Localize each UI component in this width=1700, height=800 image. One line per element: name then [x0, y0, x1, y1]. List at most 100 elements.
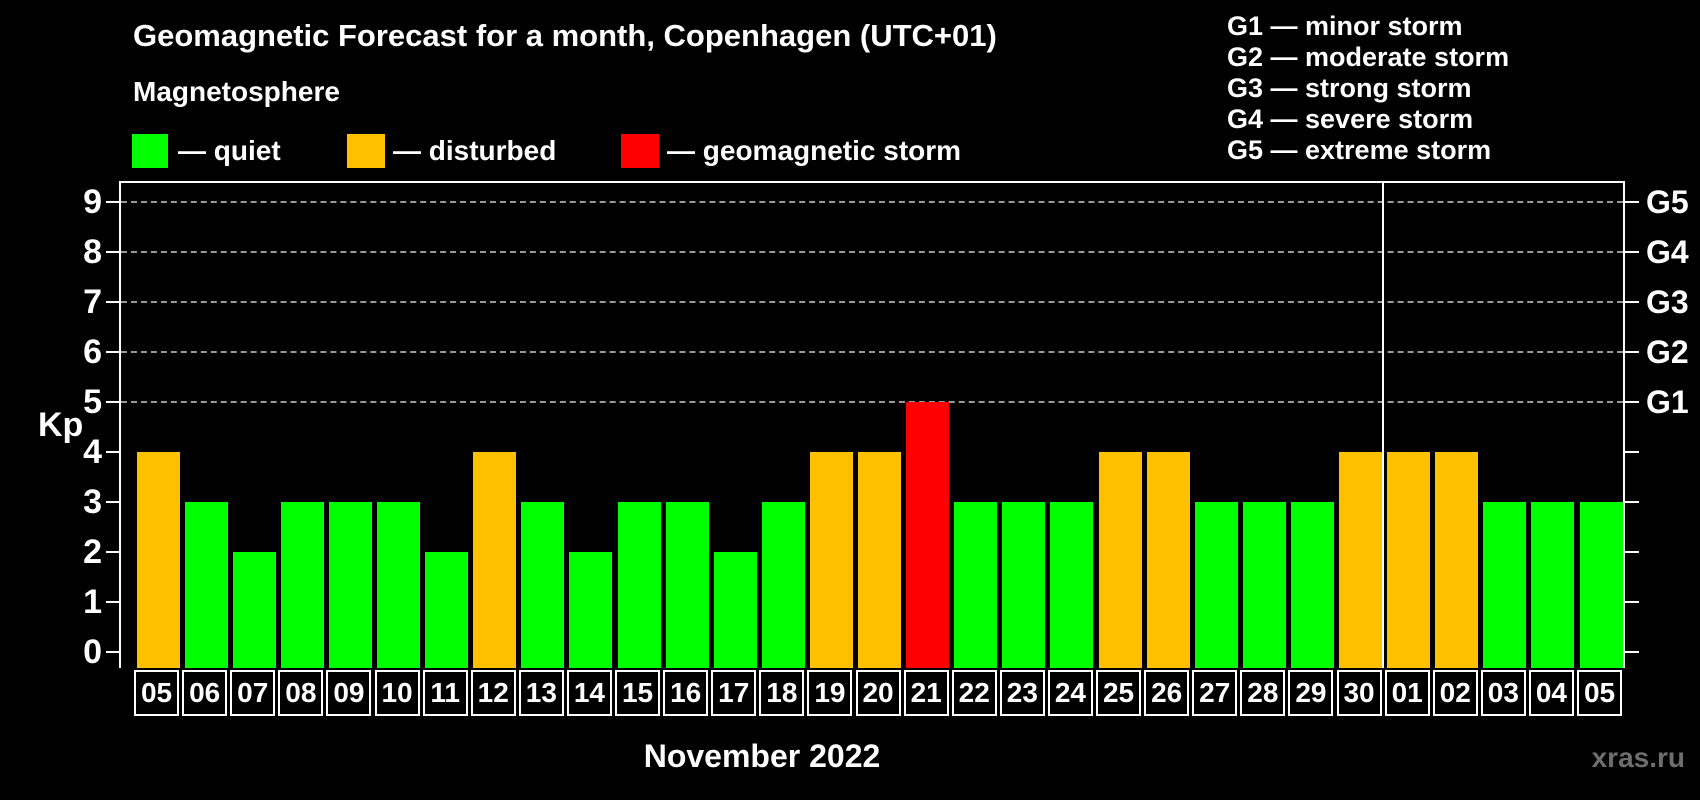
y-tick-right — [1625, 451, 1639, 453]
y-tick-label: 1 — [83, 583, 102, 621]
right-axis-label-g5: G5 — [1646, 184, 1689, 220]
kp-bar-day-21 — [906, 402, 950, 668]
kp-bar-day-04 — [1531, 502, 1575, 668]
x-date-box: 06 — [182, 670, 228, 716]
kp-bar-day-26 — [1146, 452, 1190, 668]
kp-bar-day-22 — [954, 502, 998, 668]
y-tick-left — [106, 301, 120, 303]
y-tick-right — [1625, 351, 1639, 353]
y-tick-left — [106, 201, 120, 203]
legend-swatch-quiet — [132, 134, 168, 168]
y-tick-right — [1625, 251, 1639, 253]
g-legend-line: G2 — moderate storm — [1227, 42, 1510, 72]
y-tick-label: 2 — [83, 533, 102, 571]
x-date-box: 11 — [422, 670, 468, 716]
x-date-box: 03 — [1480, 670, 1526, 716]
x-date-box: 04 — [1528, 670, 1574, 716]
kp-bar-day-28 — [1242, 502, 1286, 668]
x-date-box: 08 — [278, 670, 324, 716]
g-legend-line: G1 — minor storm — [1227, 11, 1463, 41]
y-tick-left — [106, 501, 120, 503]
y-tick-label: 6 — [83, 333, 102, 371]
gridline-kp-9 — [121, 201, 1623, 203]
g-scale-legend: G1 — minor storm G2 — moderate storm G3 — … — [1227, 11, 1509, 166]
legend-label-quiet: — quiet — [178, 135, 281, 166]
kp-bar-day-17 — [713, 552, 757, 668]
kp-bar-day-05 — [136, 452, 180, 668]
y-tick-left — [106, 651, 120, 653]
y-tick-right — [1625, 601, 1639, 603]
x-date-box: 17 — [711, 670, 757, 716]
x-date-box: 18 — [759, 670, 805, 716]
y-tick-left — [106, 401, 120, 403]
x-date-box: 19 — [807, 670, 853, 716]
chart-title: Geomagnetic Forecast for a month, Copenh… — [133, 18, 997, 53]
kp-bar-day-24 — [1050, 502, 1094, 668]
kp-bar-day-14 — [569, 552, 613, 668]
y-tick-label: 7 — [83, 283, 102, 321]
x-date-box: 13 — [518, 670, 564, 716]
kp-bar-day-15 — [617, 502, 661, 668]
kp-bar-day-09 — [328, 502, 372, 668]
kp-bar-day-02 — [1435, 452, 1479, 668]
kp-bar-day-05 — [1579, 502, 1623, 668]
kp-bar-day-23 — [1002, 502, 1046, 668]
x-date-box: 28 — [1240, 670, 1286, 716]
kp-bar-day-13 — [521, 502, 565, 668]
kp-bar-day-29 — [1290, 502, 1334, 668]
x-date-box: 30 — [1336, 670, 1382, 716]
x-date-box: 21 — [903, 670, 949, 716]
x-date-box: 05 — [1577, 670, 1623, 716]
y-tick-label: 8 — [83, 233, 102, 271]
chart-subtitle: Magnetosphere — [133, 76, 340, 107]
x-date-box: 16 — [663, 670, 709, 716]
y-tick-right — [1625, 201, 1639, 203]
kp-bar-day-08 — [280, 502, 324, 668]
y-tick-label: 5 — [83, 383, 102, 421]
y-tick-right — [1625, 501, 1639, 503]
g-legend-line: G3 — strong storm — [1227, 73, 1472, 103]
kp-bar-day-01 — [1387, 452, 1431, 668]
y-tick-left — [106, 601, 120, 603]
x-date-box: 14 — [566, 670, 612, 716]
x-date-box: 26 — [1144, 670, 1190, 716]
right-axis-label-g2: G2 — [1646, 334, 1689, 370]
x-date-box: 29 — [1288, 670, 1334, 716]
y-tick-right — [1625, 551, 1639, 553]
x-date-box: 15 — [615, 670, 661, 716]
x-date-box: 10 — [374, 670, 420, 716]
plot-area — [119, 181, 1625, 668]
y-tick-right — [1625, 301, 1639, 303]
kp-bar-day-11 — [425, 552, 469, 668]
kp-bar-day-12 — [473, 452, 517, 668]
y-tick-right — [1625, 401, 1639, 403]
kp-bar-day-07 — [232, 552, 276, 668]
gridline-kp-6 — [121, 351, 1623, 353]
y-tick-label: 3 — [83, 483, 102, 521]
x-date-box: 02 — [1432, 670, 1478, 716]
x-date-box: 22 — [951, 670, 997, 716]
gridline-kp-7 — [121, 301, 1623, 303]
x-date-box: 23 — [999, 670, 1045, 716]
kp-bar-day-16 — [665, 502, 709, 668]
gridline-kp-8 — [121, 251, 1623, 253]
kp-bar-day-19 — [809, 452, 853, 668]
y-tick-left — [106, 351, 120, 353]
right-axis-label-g3: G3 — [1646, 284, 1689, 320]
x-date-box: 20 — [855, 670, 901, 716]
kp-bar-day-25 — [1098, 452, 1142, 668]
kp-bar-day-20 — [858, 452, 902, 668]
y-tick-right — [1625, 651, 1639, 653]
x-date-box: 12 — [470, 670, 516, 716]
y-tick-label: 9 — [83, 183, 102, 221]
month-separator-line — [1382, 183, 1385, 668]
watermark: xras.ru — [1591, 742, 1685, 773]
y-tick-left — [106, 451, 120, 453]
y-tick-left — [106, 551, 120, 553]
x-date-box: 01 — [1384, 670, 1430, 716]
x-axis-title: November 2022 — [643, 738, 881, 774]
x-date-box: 05 — [134, 670, 180, 716]
legend-label-storm: — geomagnetic storm — [667, 135, 962, 166]
kp-bar-day-27 — [1194, 502, 1238, 668]
